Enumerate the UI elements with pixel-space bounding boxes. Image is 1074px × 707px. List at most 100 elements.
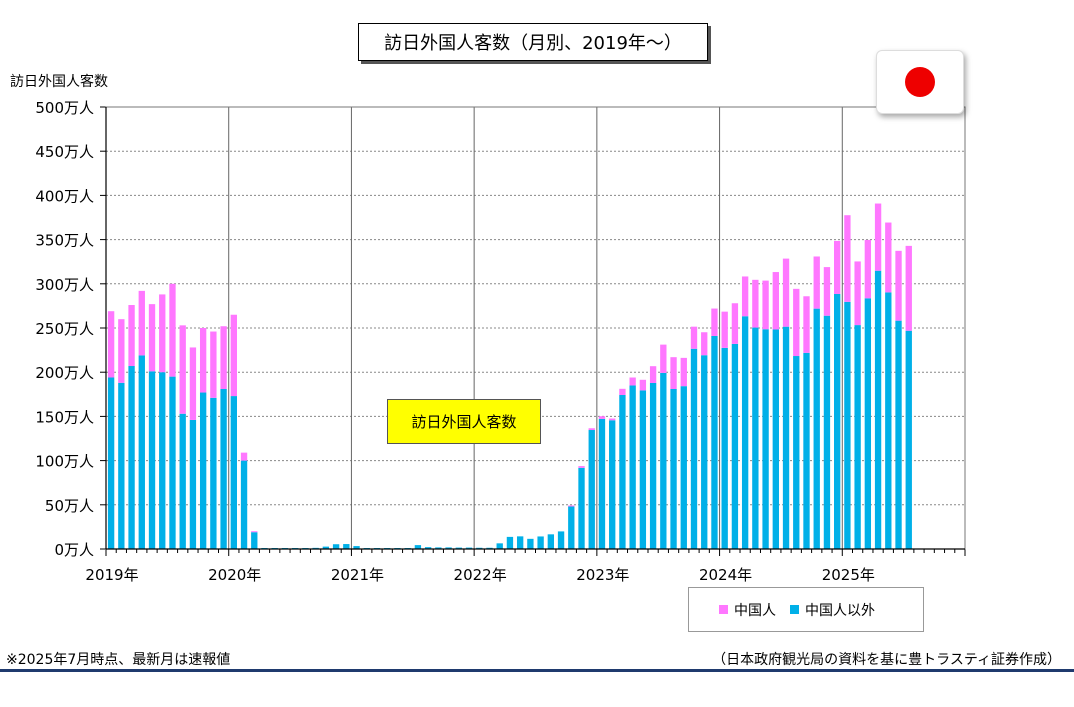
bar-chinese (660, 344, 667, 373)
bar-non-chinese (619, 395, 626, 549)
bar-non-chinese (353, 546, 360, 549)
bar-non-chinese (823, 315, 831, 549)
bar-chinese (690, 326, 698, 349)
bar-non-chinese (159, 372, 166, 549)
bar-chinese (864, 239, 872, 299)
bar-chinese (649, 366, 657, 383)
bar-chinese (619, 388, 626, 396)
bar-chinese (598, 416, 606, 419)
bar-non-chinese (874, 270, 882, 549)
bar-chinese (752, 279, 759, 328)
y-tick-label: 450万人 (35, 143, 94, 161)
bar-chinese (874, 203, 882, 271)
bar-non-chinese (649, 382, 657, 549)
bar-non-chinese (455, 547, 462, 549)
bar-chinese (762, 280, 769, 330)
y-tick-label: 200万人 (35, 364, 94, 382)
bar-chinese (169, 283, 176, 377)
bar-non-chinese (527, 538, 534, 549)
bar-non-chinese (660, 372, 667, 549)
bar-non-chinese (701, 355, 708, 549)
x-tick-label: 2021年 (331, 566, 384, 584)
bar-non-chinese (854, 325, 861, 549)
legend-swatch-chinese (719, 605, 728, 614)
bar-non-chinese (762, 329, 769, 549)
y-tick-labels: 0万人 50万人 100万人 150万人 200万人 250万人 300万人 350万人 400… (35, 99, 94, 559)
bar-non-chinese (803, 352, 810, 549)
bar-non-chinese (414, 545, 422, 549)
bar-non-chinese (220, 388, 227, 549)
bar-chinese (701, 332, 708, 356)
bar-chinese (210, 331, 217, 398)
bar-non-chinese (199, 392, 207, 549)
bar-chinese (148, 304, 156, 372)
bar-non-chinese (343, 544, 350, 549)
bar-non-chinese (895, 320, 902, 549)
bar-chinese (128, 305, 135, 367)
bar-non-chinese (639, 390, 647, 549)
bar-non-chinese (741, 316, 749, 549)
bar-non-chinese (251, 532, 258, 549)
bar-non-chinese (169, 376, 176, 549)
bar-chinese (179, 325, 186, 414)
bar-non-chinese (230, 396, 237, 549)
bar-non-chinese (793, 356, 800, 549)
bar-non-chinese (782, 326, 790, 549)
bar-non-chinese (680, 386, 687, 549)
y-tick-label: 350万人 (35, 232, 94, 250)
bar-non-chinese (752, 327, 759, 549)
bar-chinese (138, 290, 145, 356)
source-note: （日本政府観光局の資料を基に豊トラスティ証券作成） (712, 652, 1061, 668)
bar-non-chinese (516, 536, 524, 549)
bar-non-chinese (189, 419, 197, 549)
y-tick-label: 100万人 (35, 453, 94, 471)
bar-non-chinese (598, 418, 606, 549)
bar-non-chinese (670, 388, 677, 549)
bar-chinese (721, 311, 728, 348)
footer-divider (0, 669, 1074, 672)
axes (100, 106, 966, 556)
y-tick-label: 50万人 (45, 497, 94, 515)
bar-chinese (568, 505, 575, 507)
bar-non-chinese (476, 547, 483, 549)
y-tick-label: 400万人 (35, 187, 94, 205)
bar-chinese (639, 379, 647, 391)
bar-chinese (199, 328, 207, 393)
legend: 中国人 中国人以外 (688, 587, 924, 632)
bar-non-chinese (547, 534, 555, 549)
bar-chinese (230, 314, 237, 397)
japan-flag-icon (905, 67, 935, 97)
bar-non-chinese (486, 547, 493, 549)
bar-non-chinese (885, 292, 892, 549)
chart-title: 訪日外国人客数（月別、2019年～） (358, 23, 708, 61)
bar-non-chinese (128, 366, 135, 549)
bar-non-chinese (107, 377, 115, 549)
bar-chinese (854, 261, 861, 326)
bar-chinese (741, 276, 749, 317)
legend-item-non-chinese: 中国人以外 (790, 600, 875, 620)
bar-non-chinese (609, 420, 616, 549)
bar-chinese (629, 377, 636, 386)
bar-non-chinese (557, 531, 565, 549)
bar-non-chinese (210, 397, 217, 549)
bar-chinese (823, 267, 831, 316)
bar-non-chinese (496, 543, 503, 549)
bar-non-chinese (905, 330, 912, 549)
bar-non-chinese (813, 308, 820, 549)
bar-chinese (159, 294, 166, 373)
bar-non-chinese (435, 547, 442, 549)
bar-non-chinese (578, 467, 585, 549)
bar-chinese (578, 466, 585, 468)
bar-non-chinese (568, 506, 575, 549)
bar-non-chinese (864, 298, 872, 549)
bar-series (107, 203, 912, 549)
bar-non-chinese (148, 371, 156, 549)
bar-chinese (834, 240, 841, 294)
legend-label-chinese: 中国人 (734, 602, 776, 619)
y-axis-label: 訪日外国人客数 (10, 74, 108, 90)
legend-label-non-chinese: 中国人以外 (805, 602, 875, 619)
japan-flag-card (876, 50, 964, 114)
bar-chinese (793, 288, 800, 357)
bar-non-chinese (629, 385, 636, 549)
bar-non-chinese (690, 348, 698, 549)
